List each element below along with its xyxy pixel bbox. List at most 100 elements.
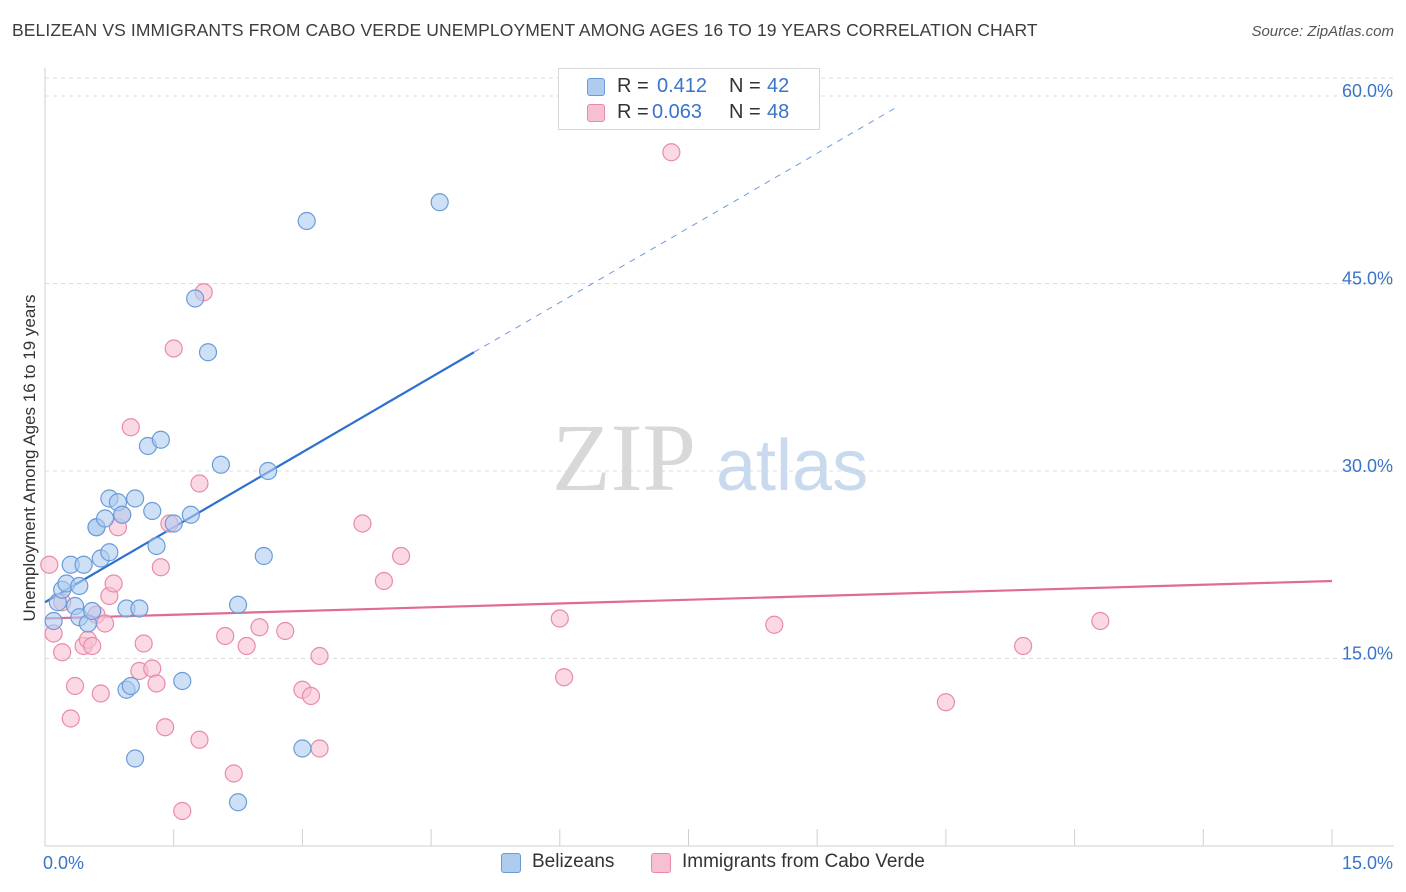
point-cabo-verde [1014, 636, 1033, 656]
point-belizeans [95, 509, 115, 528]
watermark: ZIP atlas [552, 404, 868, 511]
point-belizeans [228, 793, 248, 812]
grid-lines [45, 77, 1394, 659]
point-belizeans [181, 505, 200, 524]
legend-n-value: 48 [767, 101, 790, 123]
point-belizeans [258, 461, 278, 481]
y-tick-label: 60.0% [1342, 81, 1393, 101]
point-cabo-verde [83, 636, 102, 656]
chart-title: BELIZEAN VS IMMIGRANTS FROM CABO VERDE U… [12, 20, 1038, 40]
point-cabo-verde [147, 674, 166, 693]
point-belizeans [147, 536, 166, 556]
point-belizeans [228, 595, 248, 614]
y-tick-label: 15.0% [1342, 644, 1393, 664]
point-cabo-verde [190, 730, 209, 749]
point-cabo-verde [91, 684, 110, 703]
x-tick-label: 15.0% [1342, 853, 1393, 873]
y-tick-label: 45.0% [1342, 269, 1393, 289]
point-cabo-verde [65, 676, 85, 696]
point-cabo-verde [164, 339, 183, 358]
point-cabo-verde [156, 718, 175, 737]
point-belizeans [211, 455, 230, 474]
legend-swatch-blue [501, 853, 521, 873]
point-cabo-verde [374, 571, 394, 591]
legend-row-belizeans: R = 0.412 N = 42 [559, 75, 821, 99]
point-cabo-verde [765, 615, 784, 634]
point-belizeans [121, 676, 140, 696]
point-cabo-verde [301, 686, 321, 706]
legend-r-value: 0.412 [657, 75, 708, 97]
trend-line-belizeans-extension [473, 108, 895, 353]
point-cabo-verde [121, 418, 140, 437]
point-belizeans [44, 611, 63, 631]
y-tick-label: 30.0% [1342, 456, 1393, 476]
point-cabo-verde [237, 636, 256, 656]
point-belizeans [297, 211, 316, 231]
point-cabo-verde [95, 614, 115, 633]
point-belizeans [164, 514, 183, 533]
point-cabo-verde [554, 668, 574, 687]
point-cabo-verde [151, 558, 170, 577]
point-cabo-verde [61, 709, 80, 728]
source-label: Source: ZipAtlas.com [1251, 23, 1394, 40]
x-tick-label: 0.0% [43, 853, 84, 873]
legend-series-name: Belizeans [532, 851, 615, 872]
tick-labels: 15.0% 30.0% 45.0% 60.0% 0.0% 15.0% [43, 81, 1393, 873]
bottom-legend-cabo-verde[interactable]: Immigrants from Cabo Verde [651, 851, 951, 875]
trend-line-cabo-verde [44, 579, 1333, 620]
point-belizeans [293, 739, 312, 758]
legend-series-name: Immigrants from Cabo Verde [682, 851, 925, 872]
point-belizeans [430, 193, 449, 212]
point-cabo-verde [1091, 611, 1110, 631]
point-cabo-verde [104, 574, 123, 593]
point-belizeans [74, 555, 93, 574]
legend-r-label: R = [617, 75, 649, 97]
legend-row-cabo-verde: R = 0.063 N = 48 [559, 101, 821, 125]
point-cabo-verde [250, 618, 269, 637]
data-points [40, 143, 1110, 821]
point-cabo-verde [173, 801, 192, 821]
point-cabo-verde [550, 609, 569, 628]
legend-swatch-pink [651, 853, 671, 873]
point-cabo-verde [310, 739, 329, 758]
point-cabo-verde [276, 621, 295, 641]
point-cabo-verde [143, 659, 162, 678]
point-belizeans [125, 749, 145, 768]
trend-line-belizeans [44, 351, 475, 604]
point-cabo-verde [353, 514, 372, 533]
point-cabo-verde [224, 764, 243, 783]
point-belizeans [151, 430, 170, 449]
legend-n-label: N = [729, 101, 761, 123]
point-belizeans [143, 501, 162, 521]
point-cabo-verde [216, 626, 235, 646]
legend-swatch-blue [587, 78, 605, 96]
point-belizeans [100, 543, 119, 562]
point-belizeans [70, 576, 89, 596]
watermark-atlas: atlas [716, 426, 868, 506]
point-cabo-verde [53, 643, 72, 662]
point-cabo-verde [190, 474, 209, 493]
y-axis-label: Unemployment Among Ages 16 to 19 years [20, 294, 39, 622]
point-belizeans [125, 489, 145, 508]
point-belizeans [186, 289, 205, 308]
point-belizeans [83, 601, 102, 621]
legend-swatch-pink [587, 104, 605, 122]
point-cabo-verde [310, 646, 329, 666]
bottom-legend-belizeans[interactable]: Belizeans [501, 851, 641, 875]
legend-r-label: R = [617, 101, 649, 123]
point-belizeans [113, 505, 132, 524]
point-belizeans [173, 671, 192, 691]
point-cabo-verde [662, 143, 681, 162]
watermark-zip: ZIP [552, 404, 696, 511]
legend-n-value: 42 [767, 75, 790, 97]
point-belizeans [198, 343, 218, 362]
point-cabo-verde [40, 555, 59, 574]
point-cabo-verde [134, 634, 153, 653]
legend-r-value: 0.063 [652, 101, 703, 123]
point-cabo-verde [391, 546, 411, 566]
point-cabo-verde [936, 693, 956, 712]
correlation-legend: R = 0.412 N = 42 R = 0.063 N = 48 [558, 68, 820, 130]
axes [44, 68, 1394, 847]
point-belizeans [254, 546, 273, 566]
